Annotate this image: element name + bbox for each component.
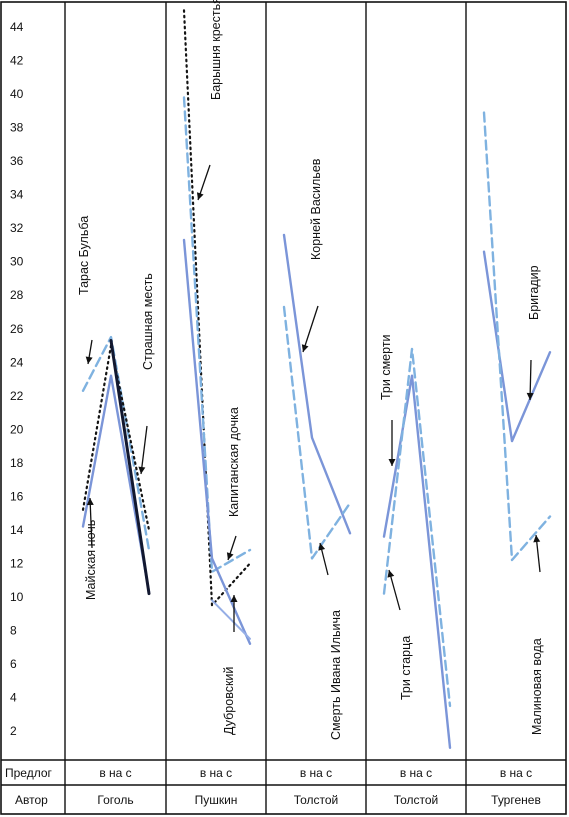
y-tick-label: 24 <box>10 355 24 369</box>
arrow-head <box>85 356 93 364</box>
panel-4: Три смерти Три старца <box>379 334 452 749</box>
series-line <box>81 335 151 552</box>
arrow-head <box>196 192 204 200</box>
series-label: Майская ночь <box>84 520 98 600</box>
series-label: Смерть Ивана Ильича <box>329 610 343 740</box>
panel-1: Тарас Бульба Страшная месть Майская ночь <box>77 216 155 600</box>
y-tick-label: 6 <box>10 657 17 671</box>
row-label-author: Автор <box>15 793 48 807</box>
arrow-head <box>387 570 395 578</box>
arrow-head <box>533 535 541 543</box>
series-line <box>482 250 552 443</box>
y-tick-label: 14 <box>10 523 24 537</box>
series-line <box>211 599 251 640</box>
arrow-head <box>230 595 238 602</box>
arrow-head <box>526 392 534 400</box>
prep-cell: в на с <box>400 766 432 780</box>
y-tick-label: 42 <box>10 54 24 68</box>
prep-cell: в на с <box>200 766 232 780</box>
y-tick-label: 26 <box>10 322 24 336</box>
series-label: Бригадир <box>527 265 541 320</box>
y-tick-label: 2 <box>10 724 17 738</box>
bottom-table: Предлог Автор в на с Гоголь в на с Пушкин в на… <box>5 766 541 807</box>
y-tick-label: 34 <box>10 188 24 202</box>
prep-cell: в на с <box>300 766 332 780</box>
series-label: Малиновая вода <box>530 638 544 735</box>
y-tick-label: 8 <box>10 623 17 637</box>
y-tick-label: 10 <box>10 590 24 604</box>
author-cell: Гоголь <box>97 793 133 807</box>
y-tick-label: 4 <box>10 690 17 704</box>
y-tick-label: 44 <box>10 20 24 34</box>
series-line <box>382 347 452 708</box>
series-line <box>382 374 452 749</box>
author-cell: Тургенев <box>491 793 541 807</box>
label-arrow <box>140 425 148 475</box>
series-line <box>282 305 352 560</box>
series-label: Барышня крестьянка <box>209 0 223 100</box>
author-cell: Толстой <box>394 793 439 807</box>
y-tick-label: 38 <box>10 121 24 135</box>
y-tick-label: 20 <box>10 422 24 436</box>
series-label: Страшная месть <box>141 273 155 370</box>
arrow-head <box>226 552 234 560</box>
row-label-prep: Предлог <box>5 766 53 780</box>
y-tick-label: 40 <box>10 87 24 101</box>
series-label: Капитанская дочка <box>227 407 241 517</box>
author-cell: Толстой <box>294 793 339 807</box>
arrow-head <box>86 498 94 506</box>
series-line <box>482 111 552 562</box>
panels: Тарас Бульба Страшная месть Майская ночь Ба… <box>77 0 552 749</box>
arrow-head <box>301 344 309 352</box>
y-tick-label: 16 <box>10 489 24 503</box>
author-cell: Пушкин <box>195 793 238 807</box>
y-tick-label: 12 <box>10 556 24 570</box>
y-tick-label: 32 <box>10 221 24 235</box>
series-label: Дубровский <box>222 667 236 735</box>
series-line <box>182 9 252 607</box>
series-line <box>109 339 151 596</box>
y-tick-label: 28 <box>10 288 24 302</box>
prep-cell: в на с <box>99 766 131 780</box>
prep-cell: в на с <box>500 766 532 780</box>
series-line <box>282 233 352 535</box>
series-line <box>81 374 151 594</box>
panel-3: Корней Васильев Смерть Ивана Ильича <box>282 158 352 740</box>
y-tick-label: 18 <box>10 456 24 470</box>
arrow-head <box>318 543 326 551</box>
y-tick-label: 36 <box>10 154 24 168</box>
series-label: Корней Васильев <box>309 158 323 260</box>
arrow-head <box>138 466 146 474</box>
series-label: Тарас Бульба <box>77 216 91 295</box>
y-tick-label: 30 <box>10 255 24 269</box>
series-line <box>182 238 252 645</box>
series-label: Три старца <box>399 636 413 700</box>
label-arrow <box>89 497 93 549</box>
series-line <box>182 96 252 573</box>
panel-2: Барышня крестьянка Капитанская дочка Дубро… <box>182 0 252 735</box>
panel-5: Бригадир Малиновая вода <box>482 111 552 735</box>
y-tick-label: 22 <box>10 389 24 403</box>
series-label: Три смерти <box>379 334 393 400</box>
label-arrow <box>302 305 319 353</box>
arrow-head <box>388 459 396 466</box>
